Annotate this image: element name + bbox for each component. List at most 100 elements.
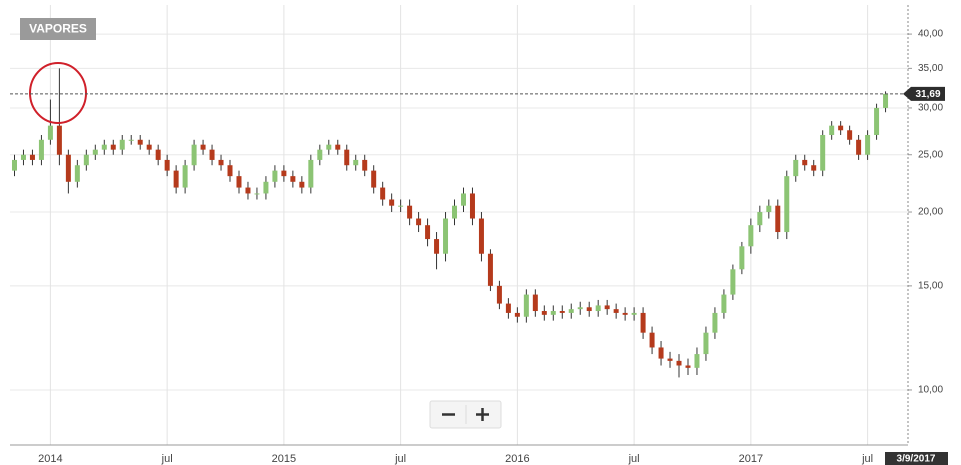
x-tick-label: jul bbox=[161, 453, 173, 465]
candle-body bbox=[443, 218, 449, 254]
candle-body bbox=[452, 205, 458, 219]
candle-body bbox=[344, 149, 350, 166]
last-price-tag bbox=[903, 86, 945, 101]
candle-body bbox=[83, 154, 89, 166]
candle-body bbox=[721, 294, 727, 313]
y-tick-label: 30,00 bbox=[918, 103, 943, 114]
candle-body bbox=[478, 218, 484, 254]
candle-body bbox=[434, 239, 440, 254]
candle-body bbox=[523, 294, 529, 317]
candle-body bbox=[209, 149, 215, 160]
last-price-label: 31,69 bbox=[915, 89, 940, 100]
candle-body bbox=[712, 312, 718, 333]
zoom-controls bbox=[429, 400, 502, 429]
candle-body bbox=[227, 165, 233, 177]
candle-body bbox=[182, 165, 188, 188]
candle-body bbox=[613, 309, 619, 313]
candles bbox=[11, 68, 889, 378]
candle-body bbox=[299, 181, 305, 188]
candle-body bbox=[74, 165, 80, 182]
candle-body bbox=[407, 205, 413, 219]
candle-body bbox=[856, 139, 862, 155]
y-tick-label: 40,00 bbox=[918, 29, 943, 40]
x-tick-label: 2017 bbox=[739, 453, 763, 465]
candle-body bbox=[640, 312, 646, 333]
candle-body bbox=[380, 187, 386, 200]
candle-body bbox=[541, 311, 547, 315]
candle-body bbox=[739, 246, 745, 270]
candle-body bbox=[11, 159, 17, 171]
candle-body bbox=[622, 312, 628, 315]
candle-body bbox=[829, 125, 835, 135]
candle-body bbox=[326, 144, 332, 150]
candle-body bbox=[200, 144, 206, 150]
candle-body bbox=[263, 181, 269, 194]
x-tick-label: jul bbox=[628, 453, 640, 465]
candle-body bbox=[730, 269, 736, 295]
candle-body bbox=[496, 285, 502, 304]
candle-body bbox=[335, 144, 341, 150]
x-tick-label: 2014 bbox=[38, 453, 62, 465]
candle-body bbox=[757, 212, 763, 226]
x-tick-label: jul bbox=[861, 453, 873, 465]
candle-body bbox=[389, 199, 395, 206]
candle-body bbox=[469, 193, 475, 219]
candle-body bbox=[362, 159, 368, 171]
highlight-circle bbox=[29, 62, 87, 124]
candle-body bbox=[577, 307, 583, 310]
candle-body bbox=[532, 294, 538, 312]
x-tick-label: 2016 bbox=[505, 453, 529, 465]
candle-body bbox=[784, 176, 790, 233]
candle-body bbox=[65, 154, 71, 182]
candle-body bbox=[254, 193, 260, 195]
chart-title: VAPORES bbox=[29, 22, 87, 36]
y-tick-label: 35,00 bbox=[918, 63, 943, 74]
candle-body bbox=[694, 354, 700, 368]
candle-body bbox=[371, 170, 377, 188]
candle-body bbox=[820, 134, 826, 171]
candle-body bbox=[847, 130, 853, 140]
candle-body bbox=[874, 107, 880, 135]
candle-body bbox=[155, 149, 161, 160]
date-label: 3/9/2017 bbox=[897, 454, 936, 465]
candle-body bbox=[425, 225, 431, 240]
candle-body bbox=[353, 159, 359, 166]
candle-body bbox=[308, 159, 314, 188]
candle-body bbox=[137, 139, 143, 145]
candle-body bbox=[703, 332, 709, 355]
y-tick-label: 20,00 bbox=[918, 207, 943, 218]
candle-body bbox=[658, 347, 664, 359]
x-tick-label: 2015 bbox=[272, 453, 296, 465]
candle-body bbox=[191, 144, 197, 166]
candle-body bbox=[38, 139, 44, 160]
x-tick-label: jul bbox=[394, 453, 406, 465]
candle-body bbox=[101, 144, 107, 150]
candle-body bbox=[775, 205, 781, 233]
candle-body bbox=[56, 125, 62, 155]
candle-body bbox=[748, 225, 754, 247]
title-badge bbox=[20, 18, 96, 40]
candle-body bbox=[173, 170, 179, 188]
candle-body bbox=[290, 176, 296, 182]
candle-body bbox=[631, 312, 637, 315]
candle-body bbox=[514, 312, 520, 317]
candle-body bbox=[604, 305, 610, 310]
candle-body bbox=[667, 358, 673, 361]
candle-body bbox=[29, 154, 35, 160]
candle-body bbox=[487, 253, 493, 286]
last-price: 31,69 bbox=[10, 86, 945, 101]
candle-body bbox=[649, 332, 655, 348]
candle-body bbox=[164, 159, 170, 171]
candle-body bbox=[218, 159, 224, 166]
candle-body bbox=[20, 154, 26, 160]
candle-body bbox=[766, 205, 772, 213]
candle-body bbox=[119, 139, 125, 150]
candle-body bbox=[883, 93, 889, 108]
candle-body bbox=[236, 176, 242, 188]
candle-body bbox=[811, 165, 817, 171]
y-tick-label: 25,00 bbox=[918, 149, 943, 160]
candle-body bbox=[92, 149, 98, 155]
candle-body bbox=[568, 309, 574, 313]
grid bbox=[10, 5, 912, 445]
candle-body bbox=[802, 159, 808, 166]
